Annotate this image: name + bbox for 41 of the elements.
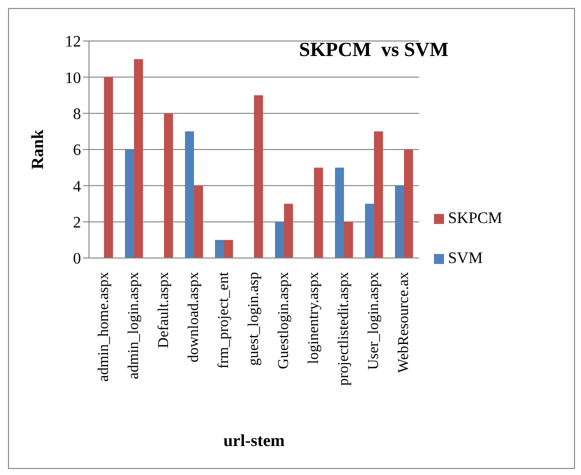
bar [164, 113, 173, 258]
y-axis-title: Rank [28, 129, 48, 170]
bar [254, 95, 263, 258]
x-tick-label: admin_login.aspx [126, 272, 142, 380]
bar [404, 150, 413, 258]
bar [185, 131, 194, 258]
x-tick-label: frm_project_ent [216, 271, 232, 369]
bar [314, 168, 323, 258]
y-tick-label: 0 [73, 250, 81, 268]
y-tick-label: 12 [65, 34, 81, 51]
x-tick-label: Default.aspx [156, 272, 172, 348]
x-tick-label: projectlistedit.aspx [336, 272, 352, 386]
bar [125, 150, 134, 258]
x-tick-label: download.aspx [186, 272, 202, 362]
bar [224, 240, 233, 258]
legend-label: SVM [448, 250, 483, 266]
y-tick-label: 10 [65, 70, 81, 87]
y-tick-label: 4 [73, 178, 81, 196]
x-tick-label: Guestlogin.aspx [276, 272, 292, 370]
chart-title: SKPCM vs SVM [299, 39, 448, 62]
legend-label: SKPCM [448, 210, 502, 226]
bar [134, 59, 143, 258]
bar [335, 168, 344, 258]
bar [395, 186, 404, 258]
x-tick-label: loginentry.aspx [306, 272, 322, 364]
x-axis-title: url-stem [223, 431, 285, 450]
x-tick-label: admin_home.aspx [96, 272, 112, 382]
bar [374, 131, 383, 258]
bar [365, 204, 374, 258]
x-tick-label: guest_login.asp [246, 272, 262, 366]
x-tick-label: User_login.aspx [366, 272, 382, 370]
y-tick-label: 2 [73, 214, 81, 232]
bar [104, 77, 113, 258]
bar [344, 222, 353, 258]
bar [215, 240, 224, 258]
y-tick-label: 6 [73, 142, 81, 160]
x-tick-label: WebResource.ax [396, 272, 412, 373]
bar [284, 204, 293, 258]
bar [194, 186, 203, 258]
bar [275, 222, 284, 258]
y-tick-label: 8 [73, 106, 81, 124]
